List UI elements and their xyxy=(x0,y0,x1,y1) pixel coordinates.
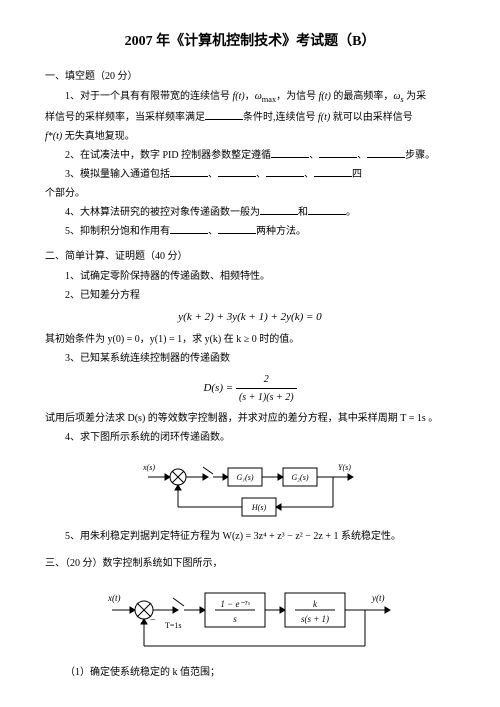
q3f: 个部分。 xyxy=(45,185,455,202)
q1-line3: f*(t) 无失真地复现。 xyxy=(45,128,455,145)
blank xyxy=(367,147,405,158)
s3q1: （1）确定使系统稳定的 k 值范围； xyxy=(45,664,455,681)
q4: 4、大林算法研究的被控对象传递函数一般为 和 。 xyxy=(45,204,455,221)
s2q3: 3、已知某系统连续控制器的传递函数 xyxy=(45,350,455,367)
blank xyxy=(260,204,298,215)
d2-b1num: 1 − e⁻ᵀˢ xyxy=(220,599,250,609)
q1-line2: 样信号的采样频率，当采样频率满足条件时,连续信号 f(t) 就可以由采样信号 xyxy=(45,109,455,126)
q5a: 5、抑制积分饱和作用有 xyxy=(65,226,170,237)
ds-num: 2 xyxy=(236,371,297,389)
q2: 2、在试凑法中，数字 PID 控制器参数整定遵循 、 、 步骤。 xyxy=(45,147,455,164)
d2-b1den: s xyxy=(233,614,237,624)
q4b: 和 xyxy=(298,207,308,218)
q5b: 、 xyxy=(208,226,218,237)
blank xyxy=(266,166,304,177)
q1a: 1、对于一个具有有限带宽的连续信号 xyxy=(65,91,233,102)
ds-den: (s + 1)(s + 2) xyxy=(236,389,297,406)
d1-g2: G₂(s) xyxy=(291,473,308,482)
s2q3-note: 试用后项差分法求 D(s) 的等效数字控制器，并求对应的差分方程，其中采样周期 … xyxy=(45,410,455,427)
d1-h: H(s) xyxy=(250,503,266,512)
d2-b2den: s(s + 1) xyxy=(301,614,329,624)
q1d: 为采 xyxy=(404,91,427,102)
ds-left: D(s) = xyxy=(203,382,235,394)
ds-frac: 2 (s + 1)(s + 2) xyxy=(236,371,297,406)
blank xyxy=(205,109,243,120)
q2d: 步骤。 xyxy=(405,150,435,161)
s2q5: 5、用朱利稳定判据判定特征方程为 W(z) = 3z⁴ + z³ − z² − … xyxy=(45,528,455,545)
blank xyxy=(218,166,256,177)
block-diagram-1: x(s) G₁(s) G₂(s) Y(s) H(s) xyxy=(138,452,363,522)
section3-head: 三、（20 分）数字控制系统如下图所示， xyxy=(45,555,455,572)
q1e: 样信号的采样频率，当采样频率满足 xyxy=(45,112,205,123)
blank xyxy=(271,147,309,158)
d2-out: y(t) xyxy=(371,593,385,603)
q1g: 就可以由采样信号 xyxy=(330,112,413,123)
d2-in: x(t) xyxy=(107,593,121,603)
q1f: 条件时,连续信号 xyxy=(243,112,318,123)
block-diagram-2: x(t) T=1s 1 − e⁻ᵀˢ s k s(s + 1) y(t) − xyxy=(100,578,400,658)
q3a: 3、模拟量输入通道包括 xyxy=(65,169,170,180)
svg-text:−: − xyxy=(150,615,156,626)
q4c: 。 xyxy=(346,207,356,218)
s2q4: 4、求下图所示系统的闭环传递函数。 xyxy=(45,429,455,446)
s2q2-formula: y(k + 2) + 3y(k + 1) + 2y(k) = 0 xyxy=(45,308,455,327)
s2q2-cond: 其初始条件为 y(0) = 0，y(1) = 1，求 y(k) 在 k ≥ 0 … xyxy=(45,331,455,348)
d1-out: Y(s) xyxy=(338,463,351,472)
q3d: 、 xyxy=(304,169,314,180)
q2b: 、 xyxy=(309,150,319,161)
q2c: 、 xyxy=(357,150,367,161)
d1-g1: G₁(s) xyxy=(236,473,253,482)
d2-t: T=1s xyxy=(165,621,182,630)
q5c: 两种方法。 xyxy=(256,226,306,237)
blank xyxy=(319,147,357,158)
blank xyxy=(308,204,346,215)
d1-in: x(s) xyxy=(142,463,155,472)
q1c: 的最高频率， xyxy=(331,91,394,102)
page-title: 2007 年《计算机控制技术》考试题（B） xyxy=(45,30,455,54)
s2q1: 1、试确定零阶保持器的传递函数、相频特性。 xyxy=(45,268,455,285)
q1h: 无失真地复现。 xyxy=(62,131,135,142)
q3b: 、 xyxy=(208,169,218,180)
blank xyxy=(218,223,256,234)
blank xyxy=(314,166,352,177)
q3e: 四 xyxy=(352,169,362,180)
q4a: 4、大林算法研究的被控对象传递函数一般为 xyxy=(65,207,260,218)
q5: 5、抑制积分饱和作用有 、 两种方法。 xyxy=(45,223,455,240)
q1b: ，为信号 xyxy=(276,91,319,102)
s2q2-cond-text: 其初始条件为 y(0) = 0，y(1) = 1，求 y(k) 在 k ≥ 0 … xyxy=(45,334,299,345)
blank xyxy=(170,166,208,177)
q2a: 2、在试凑法中，数字 PID 控制器参数整定遵循 xyxy=(65,150,271,161)
q3c: 、 xyxy=(256,169,266,180)
section2-head: 二、简单计算、证明题（40 分） xyxy=(45,248,455,265)
q3: 3、模拟量输入通道包括 、 、 、 四 xyxy=(45,166,455,183)
section1-head: 一、填空题（20 分） xyxy=(45,68,455,85)
q1-line1: 1、对于一个具有有限带宽的连续信号 f(t)，ωmax，为信号 f(t) 的最高… xyxy=(45,88,455,107)
s2q3-formula: D(s) = 2 (s + 1)(s + 2) xyxy=(45,371,455,406)
blank xyxy=(170,223,208,234)
s2q2: 2、已知差分方程 xyxy=(45,287,455,304)
